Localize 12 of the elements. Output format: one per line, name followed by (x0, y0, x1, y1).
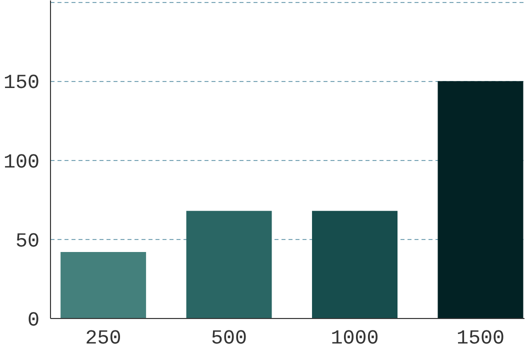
x-tick-label: 1500 (456, 328, 505, 346)
bar (312, 210, 398, 318)
y-tick-label: 150 (3, 72, 40, 96)
bar (60, 252, 146, 318)
x-tick-label: 1000 (330, 328, 379, 346)
bar (438, 81, 524, 318)
y-tick-label: 100 (3, 151, 40, 174)
y-tick-label: 0 (28, 310, 40, 332)
y-tick-label: 50 (15, 230, 40, 254)
x-tick-label: 500 (211, 328, 248, 346)
x-tick-label: 250 (85, 328, 122, 346)
bar (186, 210, 272, 318)
